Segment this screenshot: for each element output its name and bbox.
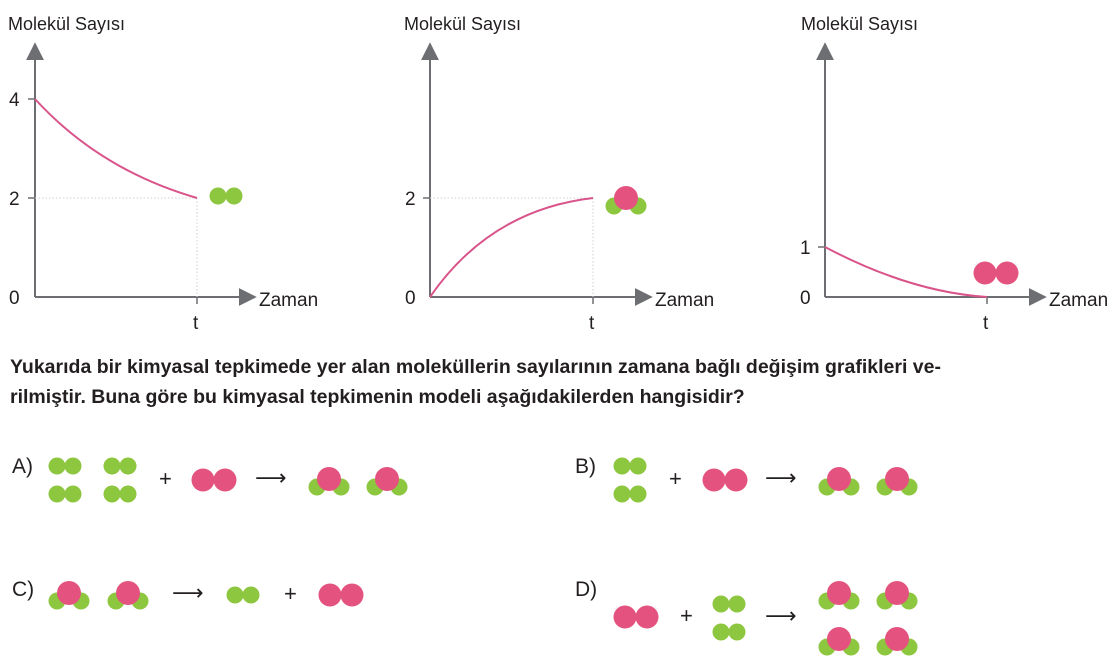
option-a-green-diatomic: [103, 485, 137, 503]
chart-3-tick-label-t: t: [983, 313, 989, 334]
option-d-triatomic: [818, 581, 860, 610]
option-d-triatomic: [876, 581, 918, 610]
question-text: Yukarıda bir kimyasal tepkimede yer alan…: [10, 352, 1105, 412]
question-line-2: rilmiştir. Buna göre bu kimyasal tepkime…: [10, 386, 745, 408]
option-d-green-diatomic: [712, 623, 746, 641]
chart-2: Molekül Sayısı Zaman t 0 2: [404, 14, 714, 334]
option-c-pink-diatomic: [318, 583, 364, 607]
chart-1-series-line: [34, 98, 198, 199]
option-a-triatomic: [308, 467, 350, 496]
option-c-label[interactable]: C): [12, 578, 35, 601]
option-b-triatomic: [876, 467, 918, 496]
option-b-triatomic: [818, 467, 860, 496]
chart-3-tick-label-0: 0: [800, 288, 811, 309]
option-d-pink-diatomic: [613, 605, 659, 629]
option-b-green-diatomic: [613, 457, 647, 475]
chart-1-tick-label-0: 0: [9, 288, 20, 309]
option-a-green-diatomic: [48, 485, 82, 503]
option-a-green-diatomic: [48, 457, 82, 475]
option-d-triatomic: [876, 627, 918, 656]
option-c-model: [48, 581, 364, 610]
chart-1-tick-label-4: 4: [9, 90, 20, 111]
option-c-green-diatomic: [226, 586, 260, 604]
chart-3: Molekül Sayısı Zaman t 0 1: [800, 14, 1108, 334]
question-line-1: Yukarıda bir kimyasal tepkimede yer alan…: [10, 356, 941, 378]
chart-3-xlabel: Zaman: [1049, 290, 1108, 311]
chart-2-series-line: [429, 197, 594, 298]
chart-1-tick-label-t: t: [193, 313, 199, 334]
option-a-label[interactable]: A): [12, 455, 33, 478]
option-c-triatomic: [107, 581, 149, 610]
option-a-arrow-icon: ⟶: [255, 465, 287, 490]
option-b-plus: +: [669, 466, 682, 491]
chart-1-molecule-green-diatomic: [209, 187, 243, 205]
chart-2-molecule-triatomic: [605, 186, 647, 215]
chart-1-ylabel: Molekül Sayısı: [8, 14, 125, 34]
option-a-plus: +: [159, 466, 172, 491]
option-a-model: [48, 457, 408, 503]
option-d-plus: +: [680, 603, 693, 628]
option-b-arrow-icon: ⟶: [765, 465, 797, 490]
chart-2-tick-label-2: 2: [405, 189, 416, 210]
option-c-plus: +: [284, 581, 297, 606]
option-c-arrow-icon: ⟶: [172, 580, 204, 605]
option-a-pink-diatomic: [191, 468, 237, 492]
chart-3-molecule-pink-diatomic: [973, 261, 1019, 285]
option-d-green-diatomic: [712, 595, 746, 613]
option-d-arrow-icon: ⟶: [765, 603, 797, 628]
chart-1-xlabel: Zaman: [259, 290, 318, 311]
chart-1: Molekül Sayısı Zaman t 0 2 4: [8, 14, 318, 334]
option-d-triatomic: [818, 627, 860, 656]
chart-3-ylabel: Molekül Sayısı: [801, 14, 918, 34]
chart-3-series-line: [824, 246, 988, 298]
chart-2-tick-label-0: 0: [405, 288, 416, 309]
option-d-label[interactable]: D): [575, 578, 598, 601]
option-a-triatomic: [366, 467, 408, 496]
chart-2-xlabel: Zaman: [655, 290, 714, 311]
chart-2-tick-label-t: t: [589, 313, 595, 334]
option-b-green-diatomic: [613, 485, 647, 503]
option-b-label[interactable]: B): [575, 455, 596, 478]
option-a-green-diatomic: [103, 457, 137, 475]
option-c-triatomic: [48, 581, 90, 610]
option-b-pink-diatomic: [702, 468, 748, 492]
chart-1-tick-label-2: 2: [9, 189, 20, 210]
chart-3-tick-label-1: 1: [800, 238, 811, 259]
chart-2-ylabel: Molekül Sayısı: [404, 14, 521, 34]
